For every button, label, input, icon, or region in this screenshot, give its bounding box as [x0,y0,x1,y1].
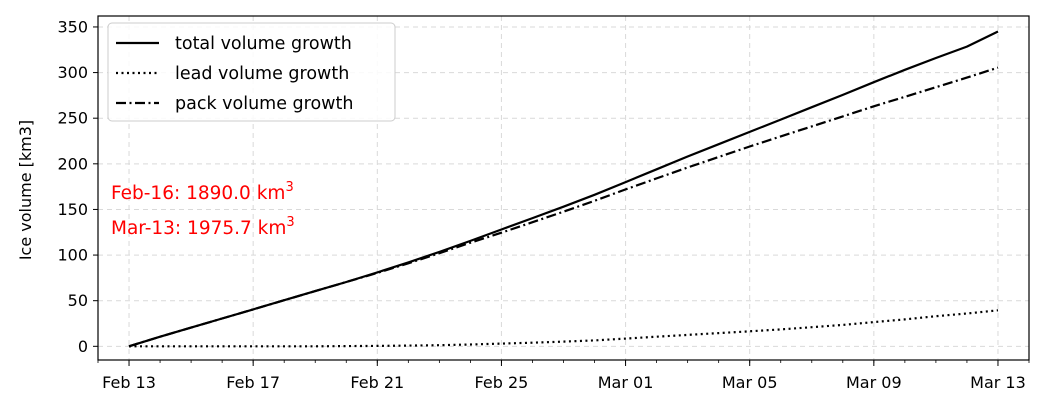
annotation-feb16-text: Feb-16: 1890.0 km [111,183,285,204]
legend-label-lead: lead volume growth [175,64,349,84]
y-tick-label: 200 [57,154,88,173]
y-tick-label: 150 [57,200,88,219]
series-line-total [128,30,999,348]
annotation-mar13-text: Mar-13: 1975.7 km [111,218,286,239]
annotation-feb16: Feb-16: 1890.0 km3 [111,180,294,204]
annotation-mar13-sup: 3 [286,215,294,230]
y-tick-label: 300 [57,63,88,82]
x-tick-label: Mar 13 [970,373,1026,392]
x-tick-label: Feb 13 [102,373,156,392]
x-tick-label: Mar 05 [722,373,778,392]
legend-box [107,22,396,122]
annotation-feb16-sup: 3 [285,180,293,195]
y-tick-label: 350 [57,17,88,36]
x-tick-label: Mar 09 [846,373,902,392]
x-tick-label: Feb 17 [226,373,280,392]
annotation-mar13: Mar-13: 1975.7 km3 [111,215,295,239]
y-tick-label: 250 [57,109,88,128]
legend: total volume growth lead volume growth p… [107,22,396,122]
y-tick-label: 0 [78,337,88,356]
y-tick-label: 100 [57,246,88,265]
series-line-pack [128,66,999,348]
axis-ticks: 0 50 100 150 200 250 300 350 Feb 13 Feb 17 Feb 21 F… [57,17,1030,392]
x-tick-label: Feb 21 [350,373,404,392]
x-tick-label: Feb 25 [475,373,529,392]
x-tick-label: Mar 01 [598,373,654,392]
grid-lines [98,16,1029,360]
legend-label-pack: pack volume growth [175,94,353,114]
series-line-lead [129,309,999,348]
series-lines [128,30,999,348]
legend-label-total: total volume growth [175,34,352,54]
y-tick-label: 50 [68,291,88,310]
annotations: Feb-16: 1890.0 km3 Mar-13: 1975.7 km3 [111,180,295,239]
y-axis-label: Ice volume [km3] [16,120,35,260]
